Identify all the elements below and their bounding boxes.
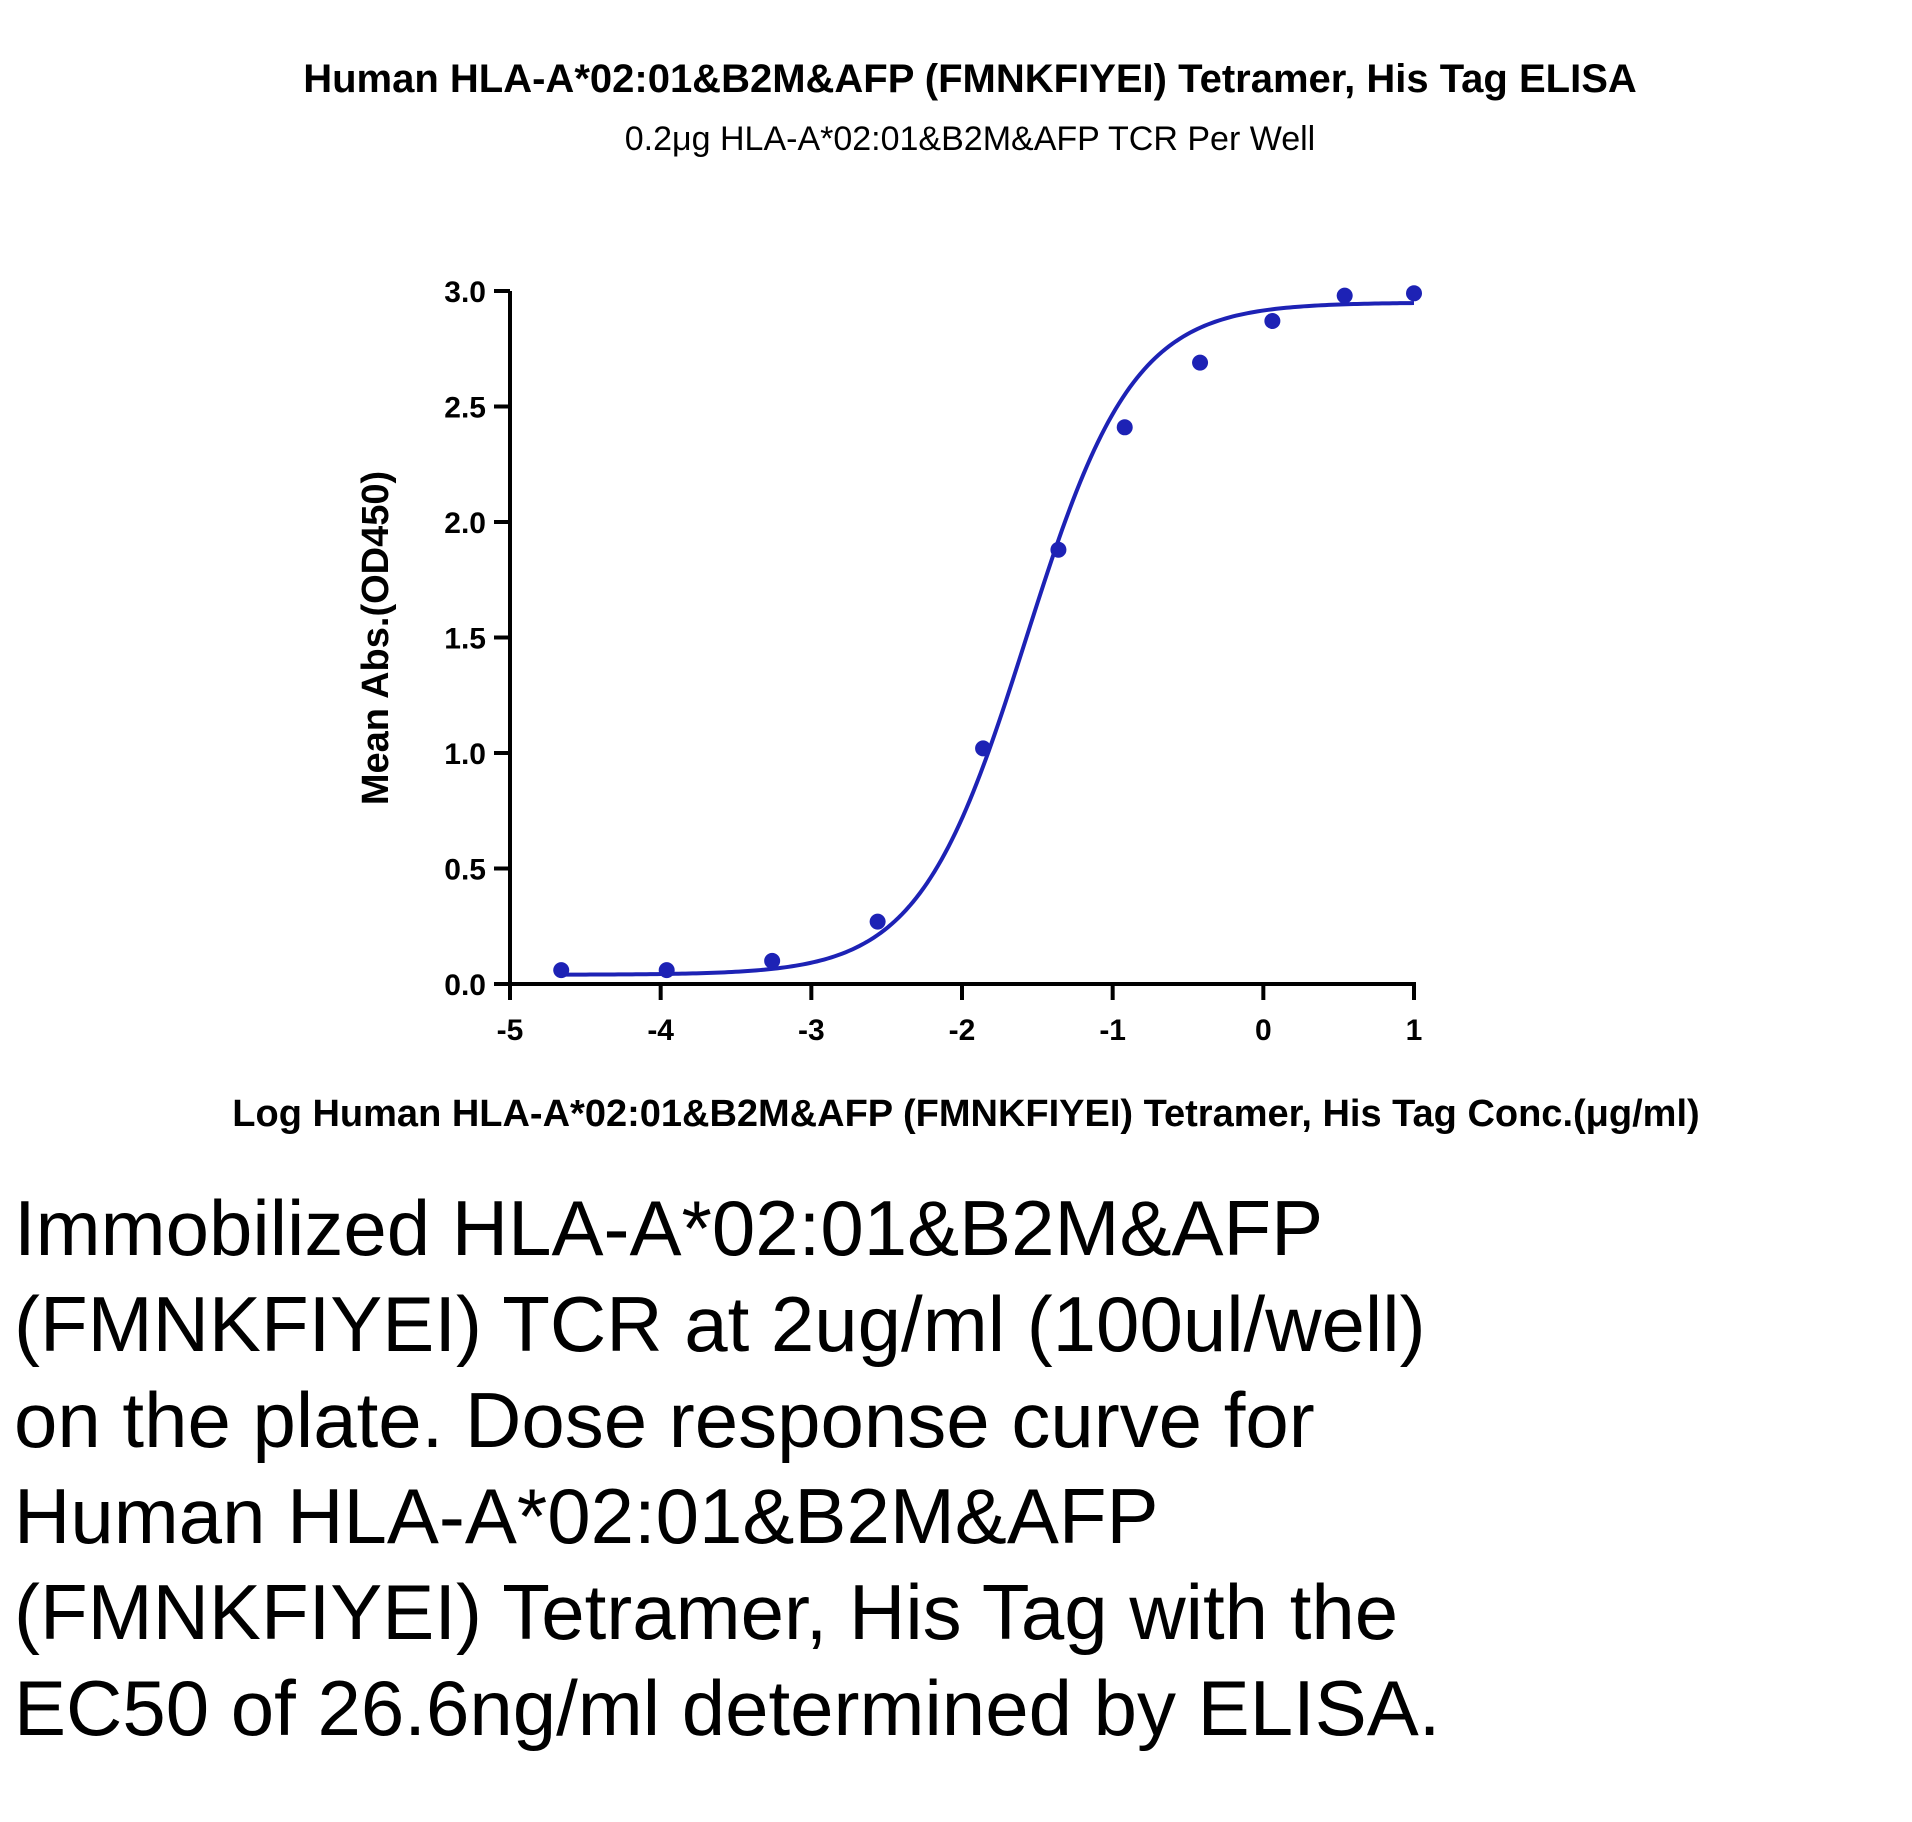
y-tick-label: 2.0 (444, 507, 486, 540)
figure-caption: Immobilized HLA-A*02:01&B2M&AFP (FMNKFIY… (14, 1184, 1441, 1752)
y-tick-label: 3.0 (444, 276, 486, 309)
x-ticks: -5 -4 -3 -2 -1 0 1 (497, 984, 1423, 1047)
x-tick-label: -3 (798, 1014, 825, 1047)
elisa-chart: Human HLA-A*02:01&B2M&AFP (FMNKFIYEI) Te… (232, 57, 1699, 1135)
x-tick-label: -1 (1099, 1014, 1126, 1047)
y-tick-label: 1.0 (444, 738, 486, 771)
x-tick-label: -4 (647, 1014, 674, 1047)
y-tick-label: 0.0 (444, 969, 486, 1002)
y-tick-label: 2.5 (444, 392, 486, 425)
x-tick-label: -2 (949, 1014, 976, 1047)
data-point (1192, 354, 1209, 371)
y-tick-label: 0.5 (444, 854, 486, 887)
y-ticks: 0.0 0.5 1.0 1.5 2.0 2.5 3.0 (444, 276, 510, 1002)
data-point (1336, 287, 1353, 304)
data-point (1406, 285, 1422, 302)
chart-subtitle: 0.2μg HLA-A*02:01&B2M&AFP TCR Per Well (625, 120, 1315, 158)
fit-curve (561, 301, 1415, 977)
data-point (1116, 419, 1133, 436)
data-point (869, 913, 886, 930)
data-point (1050, 541, 1067, 558)
data-point (658, 962, 675, 979)
chart-title: Human HLA-A*02:01&B2M&AFP (FMNKFIYEI) Te… (303, 57, 1637, 101)
data-point (1264, 313, 1281, 330)
data-point (975, 740, 992, 757)
x-axis-label: Log Human HLA-A*02:01&B2M&AFP (FMNKFIYEI… (232, 1093, 1699, 1135)
x-tick-label: 0 (1255, 1014, 1272, 1047)
y-axis-label: Mean Abs.(OD450) (355, 471, 397, 805)
x-tick-label: -5 (497, 1014, 524, 1047)
data-point (553, 962, 570, 979)
axes (508, 291, 1416, 986)
data-points (553, 285, 1422, 979)
y-tick-label: 1.5 (444, 623, 486, 656)
data-point (764, 952, 781, 969)
x-tick-label: 1 (1406, 1014, 1423, 1047)
